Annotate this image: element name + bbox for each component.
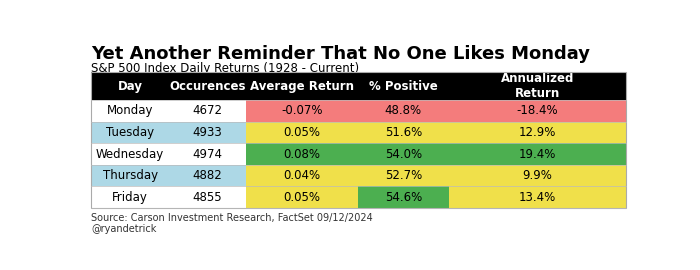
Text: Occurences: Occurences	[169, 80, 246, 93]
Bar	[246, 100, 358, 122]
Text: % Positive: % Positive	[369, 80, 438, 93]
Bar	[358, 100, 449, 122]
Bar	[92, 72, 626, 208]
Bar	[358, 143, 449, 165]
Text: 19.4%: 19.4%	[519, 148, 556, 161]
Bar	[92, 143, 626, 165]
Bar	[246, 186, 358, 208]
Text: 0.08%: 0.08%	[284, 148, 321, 161]
Text: 54.0%: 54.0%	[385, 148, 422, 161]
Bar	[246, 122, 358, 143]
Bar	[358, 186, 449, 208]
Bar	[246, 165, 358, 186]
Text: Source: Carson Investment Research, FactSet 09/12/2024
@ryandetrick: Source: Carson Investment Research, Fact…	[92, 212, 373, 234]
Text: Wednesday: Wednesday	[96, 148, 164, 161]
Text: 4855: 4855	[193, 191, 223, 204]
Text: 52.7%: 52.7%	[385, 169, 422, 182]
Bar	[449, 165, 626, 186]
Text: Tuesday: Tuesday	[106, 126, 154, 139]
Bar	[449, 143, 626, 165]
Text: 0.04%: 0.04%	[284, 169, 321, 182]
Text: 9.9%: 9.9%	[522, 169, 552, 182]
Bar	[449, 100, 626, 122]
Bar	[92, 122, 626, 143]
Bar	[358, 122, 449, 143]
Text: 0.05%: 0.05%	[284, 126, 321, 139]
Bar	[246, 143, 358, 165]
Text: Average Return: Average Return	[250, 80, 354, 93]
Text: 54.6%: 54.6%	[385, 191, 422, 204]
Bar	[449, 186, 626, 208]
Text: 0.05%: 0.05%	[284, 191, 321, 204]
Text: 4882: 4882	[193, 169, 223, 182]
Text: 12.9%: 12.9%	[519, 126, 556, 139]
Text: -18.4%: -18.4%	[517, 104, 558, 117]
Text: 4974: 4974	[193, 148, 223, 161]
Text: Monday: Monday	[107, 104, 153, 117]
Text: 13.4%: 13.4%	[519, 191, 556, 204]
Text: Thursday: Thursday	[103, 169, 158, 182]
Text: 51.6%: 51.6%	[385, 126, 422, 139]
Bar	[358, 165, 449, 186]
Text: Day: Day	[118, 80, 143, 93]
Text: 4672: 4672	[193, 104, 223, 117]
Text: Friday: Friday	[112, 191, 148, 204]
Text: Annualized
Return: Annualized Return	[500, 72, 574, 100]
Bar	[92, 186, 626, 208]
Bar	[92, 165, 626, 186]
Bar	[449, 122, 626, 143]
Bar	[92, 72, 626, 100]
Text: 48.8%: 48.8%	[385, 104, 422, 117]
Text: 4933: 4933	[193, 126, 223, 139]
Text: Yet Another Reminder That No One Likes Monday: Yet Another Reminder That No One Likes M…	[92, 45, 590, 63]
Bar	[92, 100, 626, 122]
Text: S&P 500 Index Daily Returns (1928 - Current): S&P 500 Index Daily Returns (1928 - Curr…	[92, 62, 360, 75]
Text: -0.07%: -0.07%	[281, 104, 323, 117]
